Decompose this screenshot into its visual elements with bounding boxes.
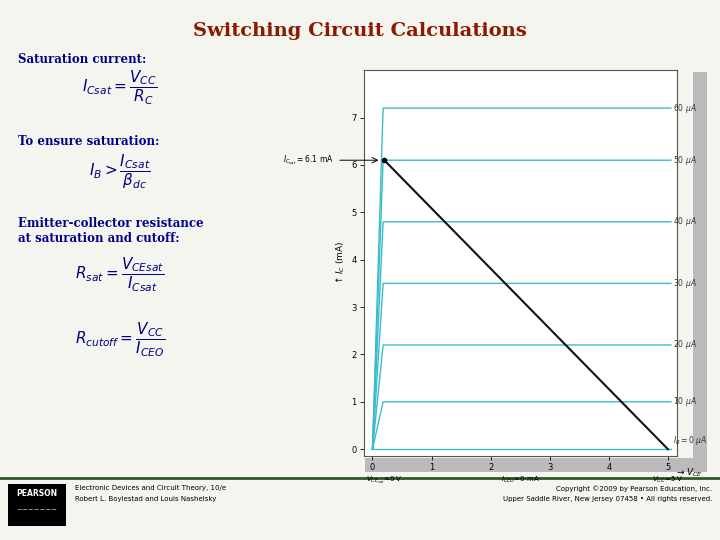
Text: $V_{CC}\!=\!5\ \rm{V}$: $V_{CC}\!=\!5\ \rm{V}$ <box>652 475 684 485</box>
Text: $V_{CE_{sat}}\!\approx\!0\ \rm{V}$: $V_{CE_{sat}}\!\approx\!0\ \rm{V}$ <box>366 475 402 487</box>
Y-axis label: $\uparrow I_C\ \rm{(mA)}$: $\uparrow I_C\ \rm{(mA)}$ <box>335 241 347 286</box>
Text: $I_{CEO}\!\approx\!0\ \rm{mA}$: $I_{CEO}\!\approx\!0\ \rm{mA}$ <box>500 475 540 485</box>
Bar <box>8 484 66 526</box>
Text: Upper Saddle River, New Jersey 07458 • All rights reserved.: Upper Saddle River, New Jersey 07458 • A… <box>503 496 712 502</box>
Text: Switching Circuit Calculations: Switching Circuit Calculations <box>193 22 527 40</box>
Text: Emitter-collector resistance: Emitter-collector resistance <box>18 217 204 230</box>
Text: $20\ \mu A$: $20\ \mu A$ <box>672 339 696 352</box>
Text: PEARSON: PEARSON <box>17 489 58 498</box>
Text: $50\ \mu A$: $50\ \mu A$ <box>672 154 696 167</box>
Text: $40\ \mu A$: $40\ \mu A$ <box>672 215 696 228</box>
Text: $I_B > \dfrac{I_{Csat}}{\beta_{dc}}$: $I_B > \dfrac{I_{Csat}}{\beta_{dc}}$ <box>89 153 151 191</box>
Text: Copyright ©2009 by Pearson Education, Inc.: Copyright ©2009 by Pearson Education, In… <box>556 485 712 492</box>
Text: ~~~~~~~: ~~~~~~~ <box>17 507 58 513</box>
Text: $R_{cutoff} = \dfrac{V_{CC}}{I_{CEO}}$: $R_{cutoff} = \dfrac{V_{CC}}{I_{CEO}}$ <box>75 321 165 359</box>
Text: $I_B = 0\ \mu A$: $I_B = 0\ \mu A$ <box>672 434 707 447</box>
Text: at saturation and cutoff:: at saturation and cutoff: <box>18 232 179 245</box>
Text: $I_{C_{sat}}=6.1\ \rm{mA}$: $I_{C_{sat}}=6.1\ \rm{mA}$ <box>284 153 334 167</box>
Text: $10\ \mu A$: $10\ \mu A$ <box>672 395 696 408</box>
Text: $30\ \mu A$: $30\ \mu A$ <box>672 277 696 290</box>
Text: $\rightarrow V_{CE}$: $\rightarrow V_{CE}$ <box>675 467 703 479</box>
Text: Robert L. Boylestad and Louis Nashelsky: Robert L. Boylestad and Louis Nashelsky <box>75 496 217 502</box>
Text: $R_{sat} = \dfrac{V_{CEsat}}{I_{Csat}}$: $R_{sat} = \dfrac{V_{CEsat}}{I_{Csat}}$ <box>76 256 165 294</box>
Text: $I_{Csat} = \dfrac{V_{CC}}{R_C}$: $I_{Csat} = \dfrac{V_{CC}}{R_C}$ <box>82 69 158 107</box>
Text: Saturation current:: Saturation current: <box>18 53 146 66</box>
Text: $60\ \mu A$: $60\ \mu A$ <box>672 102 696 114</box>
Bar <box>693 72 707 460</box>
Text: Electronic Devices and Circuit Theory, 10/e: Electronic Devices and Circuit Theory, 1… <box>75 485 226 491</box>
Bar <box>365 458 707 472</box>
Text: To ensure saturation:: To ensure saturation: <box>18 135 159 148</box>
